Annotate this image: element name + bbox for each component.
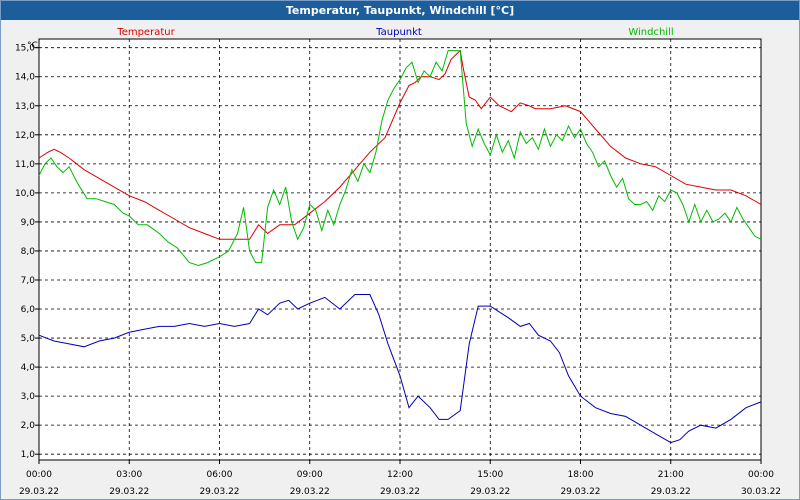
series-lines <box>38 49 762 444</box>
x-tick-time: 03:00 <box>116 470 142 480</box>
y-axis: 1,0 2,0 3,0 4,0 5,0 6,0 7,0 8,0 9,0 10,0 11,0 12,0 1… <box>15 44 39 460</box>
x-tick-time: 15:00 <box>477 470 503 480</box>
x-tick-time: 09:00 <box>297 470 323 480</box>
y-tick-label: 4,0 <box>21 363 36 373</box>
x-tick-time: 00:00 <box>26 470 52 480</box>
window-title: Temperatur, Taupunkt, Windchill [°C] <box>1 1 799 20</box>
y-tick-label: 2,0 <box>21 421 36 431</box>
x-tick-date: 29.03.22 <box>290 487 330 497</box>
y-tick-label: 1,0 <box>21 450 36 460</box>
y-axis-label: °C <box>27 41 38 51</box>
x-tick-date: 29.03.22 <box>470 487 510 497</box>
legend-entry-windchill: Windchill <box>628 27 673 38</box>
y-tick-label: 6,0 <box>21 305 36 315</box>
x-tick-date: 29.03.22 <box>19 487 59 497</box>
x-tick-date: 29.03.22 <box>560 487 600 497</box>
legend-entry-taupunkt: Taupunkt <box>375 27 422 38</box>
y-tick-label: 3,0 <box>21 392 36 402</box>
series-line-taupunkt <box>38 294 762 444</box>
x-tick-time: 18:00 <box>568 470 594 480</box>
x-tick-date: 29.03.22 <box>199 487 239 497</box>
x-tick-time: 00:00 <box>748 470 774 480</box>
y-tick-label: 9,0 <box>21 218 36 228</box>
x-tick-date: 29.03.22 <box>380 487 420 497</box>
y-tick-label: 13,0 <box>15 102 35 112</box>
y-tick-label: 12,0 <box>15 131 35 141</box>
grid-lines <box>39 39 761 460</box>
y-tick-label: 14,0 <box>15 73 35 83</box>
y-tick-label: 7,0 <box>21 276 36 286</box>
y-tick-label: 5,0 <box>21 334 36 344</box>
x-tick-time: 12:00 <box>387 470 413 480</box>
legend: Temperatur Taupunkt Windchill <box>116 27 673 38</box>
series-line-temperatur <box>38 49 762 240</box>
series-line-windchill <box>38 50 762 267</box>
y-tick-label: 11,0 <box>15 160 35 170</box>
y-tick-label: 8,0 <box>21 247 36 257</box>
x-tick-time: 06:00 <box>207 470 233 480</box>
x-tick-date: 30.03.22 <box>741 487 781 497</box>
legend-entry-temperatur: Temperatur <box>116 27 175 38</box>
x-tick-date: 29.03.22 <box>651 487 691 497</box>
x-tick-date: 29.03.22 <box>109 487 149 497</box>
x-tick-time: 21:00 <box>658 470 684 480</box>
x-axis: 00:00 29.03.22 03:00 29.03.22 06:00 29.03.22 0… <box>19 460 781 497</box>
line-chart: 1,0 2,0 3,0 4,0 5,0 6,0 7,0 8,0 9,0 10,0 11,0 12,0 1… <box>15 27 781 497</box>
y-tick-label: 15,0 <box>15 44 35 54</box>
y-tick-label: 10,0 <box>15 189 35 199</box>
